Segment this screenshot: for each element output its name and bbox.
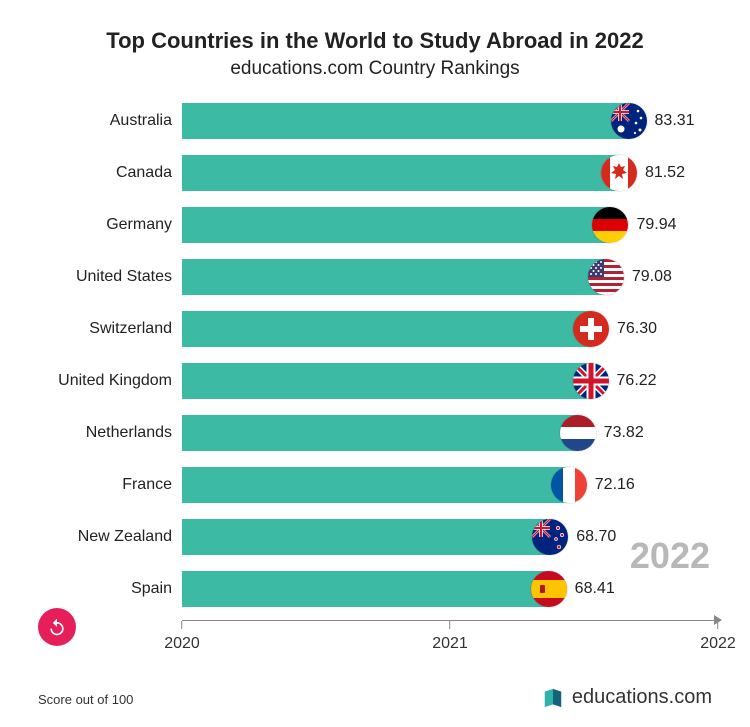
bar-row: Australia 83.31 [32, 98, 718, 144]
axis-tick: 2022 [700, 621, 736, 653]
country-label: New Zealand [32, 528, 182, 546]
bar-value: 76.22 [617, 372, 657, 390]
bar-track: 72.16 [182, 467, 718, 503]
bar-row: Switzerland 76.30 [32, 306, 718, 352]
chart-title: Top Countries in the World to Study Abro… [32, 28, 718, 54]
country-label: Australia [32, 112, 182, 130]
brand-book-icon [542, 687, 564, 709]
bar-fill [182, 571, 549, 607]
bar-fill [182, 103, 629, 139]
country-label: Germany [32, 216, 182, 234]
flag-icon [573, 311, 609, 347]
bar-track: 81.52 [182, 155, 718, 191]
country-label: United Kingdom [32, 372, 182, 390]
bar-track: 79.08 [182, 259, 718, 295]
bar-fill [182, 155, 619, 191]
replay-icon [47, 617, 67, 637]
flag-icon [573, 363, 609, 399]
bar-row: Germany 79.94 [32, 202, 718, 248]
bar-chart: Australia 83.31 Canada 81.52 Germany 79.94 Uni… [32, 98, 718, 612]
country-label: United States [32, 268, 182, 286]
replay-button[interactable] [38, 608, 76, 646]
infographic-card: Top Countries in the World to Study Abro… [0, 0, 750, 727]
bar-row: New Zealand 68.70 [32, 514, 718, 560]
bar-value: 68.41 [575, 580, 615, 598]
bar-fill [182, 467, 569, 503]
flag-icon [531, 571, 567, 607]
flag-icon [601, 155, 637, 191]
bar-track: 83.31 [182, 103, 718, 139]
country-label: Canada [32, 164, 182, 182]
bar-row: Spain 68.41 [32, 566, 718, 612]
bar-fill [182, 207, 610, 243]
flag-icon [560, 415, 596, 451]
bar-value: 72.16 [595, 476, 635, 494]
country-label: France [32, 476, 182, 494]
bar-track: 79.94 [182, 207, 718, 243]
bar-fill [182, 259, 606, 295]
bar-track: 76.22 [182, 363, 718, 399]
flag-icon [551, 467, 587, 503]
bar-fill [182, 519, 550, 555]
bar-row: France 72.16 [32, 462, 718, 508]
bar-value: 76.30 [617, 320, 657, 338]
bar-row: United States 79.08 [32, 254, 718, 300]
x-axis: 202020212022 [182, 620, 718, 621]
flag-icon [611, 103, 647, 139]
footer-note: Score out of 100 [38, 692, 133, 707]
bar-track: 76.30 [182, 311, 718, 347]
bar-value: 79.94 [636, 216, 676, 234]
bar-value: 68.70 [576, 528, 616, 546]
bar-value: 83.31 [655, 112, 695, 130]
bar-value: 73.82 [604, 424, 644, 442]
country-label: Switzerland [32, 320, 182, 338]
bar-fill [182, 363, 591, 399]
bar-value: 81.52 [645, 164, 685, 182]
axis-tick: 2020 [164, 621, 200, 653]
country-label: Spain [32, 580, 182, 598]
year-watermark: 2022 [630, 535, 710, 577]
bar-track: 73.82 [182, 415, 718, 451]
bar-value: 79.08 [632, 268, 672, 286]
bar-row: Canada 81.52 [32, 150, 718, 196]
flag-icon [532, 519, 568, 555]
country-label: Netherlands [32, 424, 182, 442]
bar-fill [182, 415, 578, 451]
flag-icon [588, 259, 624, 295]
bar-row: Netherlands 73.82 [32, 410, 718, 456]
bar-fill [182, 311, 591, 347]
brand-text: educations.com [572, 686, 712, 709]
bar-row: United Kingdom 76.22 [32, 358, 718, 404]
flag-icon [592, 207, 628, 243]
axis-tick: 2021 [432, 621, 468, 653]
chart-subtitle: educations.com Country Rankings [32, 58, 718, 80]
brand-logo: educations.com [542, 686, 712, 709]
